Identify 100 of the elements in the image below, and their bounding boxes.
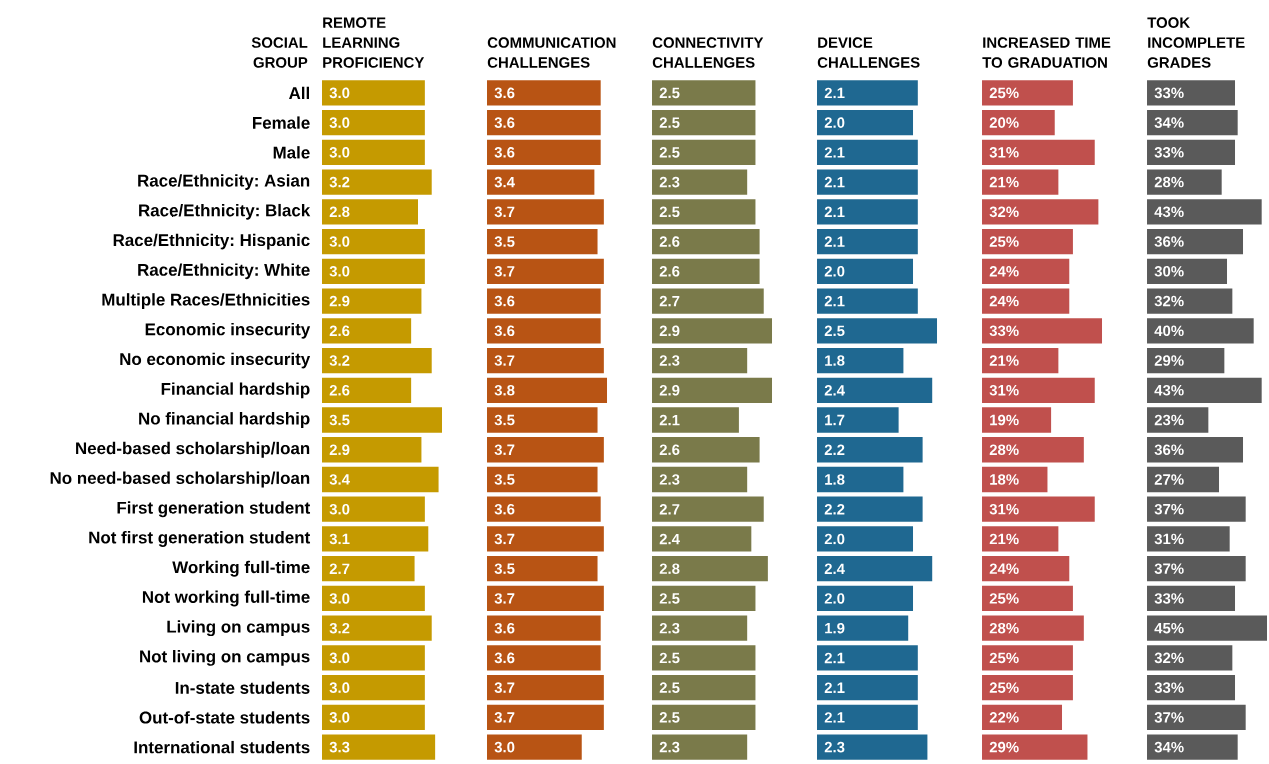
bar xyxy=(982,109,1055,136)
data-label: 36% xyxy=(1154,236,1184,247)
bar xyxy=(487,466,598,493)
data-label: 3.6 xyxy=(494,503,515,515)
data-label: 2.1 xyxy=(824,682,845,693)
bar xyxy=(817,437,923,463)
data-label: 2.5 xyxy=(659,117,680,128)
bar xyxy=(1147,109,1238,136)
data-label: 3.2 xyxy=(329,355,350,366)
data-label: 3.2 xyxy=(329,176,350,188)
bar xyxy=(322,258,425,284)
data-label: 2.3 xyxy=(659,176,680,188)
bar xyxy=(982,228,1073,255)
data-label: 21% xyxy=(989,533,1019,545)
data-label: 3.0 xyxy=(329,147,350,158)
data-label: 2.5 xyxy=(824,325,845,337)
data-label: 24% xyxy=(989,563,1019,574)
data-label: 3.6 xyxy=(494,622,515,634)
bar xyxy=(982,80,1073,106)
data-label: 3.7 xyxy=(494,444,515,456)
data-label: 3.7 xyxy=(494,712,515,723)
data-label: 28% xyxy=(989,622,1019,634)
data-label: 2.1 xyxy=(824,87,845,99)
y-tick-label: Female xyxy=(253,116,310,129)
data-label: 3.7 xyxy=(494,533,515,545)
bar xyxy=(487,139,601,165)
data-label: 20% xyxy=(989,117,1019,128)
data-label: 1.9 xyxy=(825,622,845,634)
bar xyxy=(982,139,1095,165)
bar xyxy=(1147,407,1209,433)
data-label: 3.0 xyxy=(494,741,515,753)
bar xyxy=(652,526,752,552)
bar xyxy=(487,615,601,641)
bar xyxy=(322,407,442,433)
data-label: 3.0 xyxy=(329,593,350,604)
data-label: 2.8 xyxy=(329,206,350,218)
data-label: 2.9 xyxy=(329,295,350,307)
data-label: 2.1 xyxy=(824,295,845,307)
data-label: 25% xyxy=(989,652,1019,664)
data-label: 43% xyxy=(1154,384,1184,396)
bar xyxy=(817,377,933,403)
bar xyxy=(817,704,918,731)
data-label: 31% xyxy=(989,147,1019,158)
bar xyxy=(1147,80,1236,106)
bar xyxy=(322,80,425,106)
data-label: 2.9 xyxy=(659,325,680,337)
bar xyxy=(487,734,582,760)
bar xyxy=(982,496,1095,522)
data-label: 45% xyxy=(1154,622,1184,634)
data-label: 3.5 xyxy=(329,414,350,426)
chart-title: COMMUNICATION CHALLENGES xyxy=(487,37,616,68)
data-label: 32% xyxy=(1154,652,1184,664)
bar xyxy=(982,437,1084,463)
y-tick-label: First generation student xyxy=(117,501,311,518)
data-label: 2.5 xyxy=(659,593,680,604)
data-label: 33% xyxy=(1154,682,1184,693)
bar xyxy=(817,199,918,225)
data-label: 18% xyxy=(990,474,1019,485)
data-label: 25% xyxy=(989,682,1019,693)
y-tick-label: Out-of-state students xyxy=(139,711,310,724)
bar xyxy=(487,347,604,374)
bar xyxy=(1147,199,1262,225)
bar xyxy=(1147,675,1236,701)
bar xyxy=(817,318,938,344)
bar xyxy=(982,734,1088,760)
y-tick-label: In-state students xyxy=(175,681,310,694)
data-label: 2.3 xyxy=(659,622,680,634)
bar xyxy=(982,645,1073,671)
bar xyxy=(817,734,928,760)
data-label: 2.0 xyxy=(824,266,845,277)
bar xyxy=(652,704,756,731)
data-label: 25% xyxy=(989,593,1019,604)
data-label: 2.6 xyxy=(659,266,680,277)
bar xyxy=(652,466,748,493)
bar xyxy=(487,675,604,701)
bar xyxy=(322,169,432,195)
data-label: 43% xyxy=(1154,206,1184,218)
data-label: 28% xyxy=(989,444,1019,456)
bar xyxy=(652,80,756,106)
bar xyxy=(652,109,756,136)
data-label: 2.1 xyxy=(824,206,845,218)
bar xyxy=(982,704,1063,731)
data-label: 2.1 xyxy=(824,147,845,158)
bar xyxy=(982,288,1070,314)
data-label: 2.5 xyxy=(659,206,680,218)
data-label: 3.0 xyxy=(329,87,350,99)
bar xyxy=(487,109,601,136)
bar xyxy=(322,466,439,493)
y-tick-label: Working full-time xyxy=(172,560,310,577)
bar xyxy=(1147,139,1236,165)
bar xyxy=(322,109,425,136)
data-label: 2.1 xyxy=(824,712,845,723)
bar xyxy=(817,556,933,582)
data-label: 3.2 xyxy=(329,622,350,634)
data-label: 3.7 xyxy=(494,355,515,366)
data-label: 2.7 xyxy=(659,295,680,307)
bar xyxy=(322,675,425,701)
data-label: 3.3 xyxy=(329,741,350,753)
data-label: 3.5 xyxy=(494,236,515,247)
y-tick-label: Economic insecurity xyxy=(145,322,311,339)
